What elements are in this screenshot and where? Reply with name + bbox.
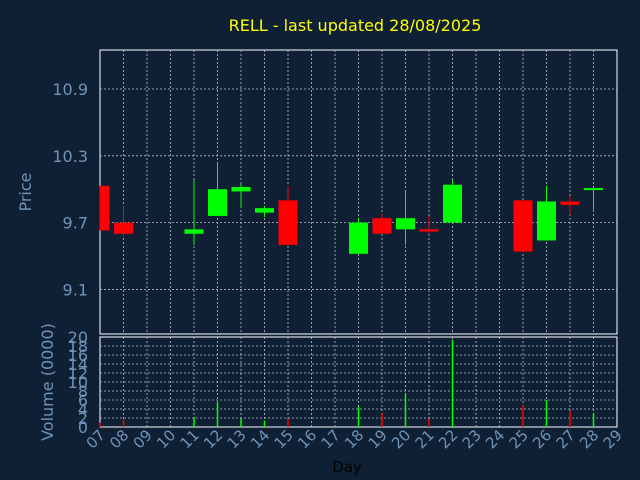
price-tick-label: 9.1 xyxy=(63,280,88,299)
volume-tick-label: 14 xyxy=(68,355,88,374)
chart-title: RELL - last updated 28/08/2025 xyxy=(229,16,482,35)
candle-body xyxy=(100,185,110,231)
candle-body xyxy=(513,200,533,252)
candle-body xyxy=(255,208,274,213)
candle-body xyxy=(443,184,462,223)
candle-body xyxy=(396,218,415,230)
volume-bar xyxy=(99,422,101,427)
candle-body xyxy=(278,200,298,245)
candle-body xyxy=(231,186,251,192)
volume-bar xyxy=(287,418,289,427)
volume-bar xyxy=(522,405,524,427)
volume-tick-label: 16 xyxy=(68,346,88,365)
candle-body xyxy=(184,229,204,234)
volume-bar xyxy=(428,418,430,427)
volume-bar xyxy=(592,413,595,427)
candle-body xyxy=(114,222,133,234)
volume-bar xyxy=(122,419,125,427)
volume-tick-label: 18 xyxy=(68,337,88,356)
volume-axis-label: Volume (0000) xyxy=(38,323,57,441)
volume-tick-label: 4 xyxy=(78,400,88,419)
volume-bar xyxy=(357,406,360,427)
candle-body xyxy=(584,188,603,191)
volume-bar xyxy=(240,418,242,427)
volume-tick-label: 20 xyxy=(68,328,88,347)
volume-bar xyxy=(451,339,454,427)
candle-body xyxy=(208,189,227,216)
candle-body xyxy=(537,201,556,241)
x-axis-label: Day xyxy=(332,458,362,476)
candle-body xyxy=(419,229,439,232)
price-panel: 9.1 9.7 10.3 10.9 xyxy=(52,49,618,335)
candle-body xyxy=(560,201,580,205)
volume-tick-label: 2 xyxy=(78,409,88,428)
volume-tick-label: 12 xyxy=(68,364,88,383)
volume-bar xyxy=(404,394,407,427)
candle-body xyxy=(349,222,368,254)
volume-tick-label: 10 xyxy=(68,373,88,392)
price-tick-label: 10.3 xyxy=(52,147,88,166)
price-tick-label: 10.9 xyxy=(52,80,88,99)
volume-tick-label: 0 xyxy=(78,418,88,437)
volume-tick-label: 8 xyxy=(78,382,88,401)
volume-bar xyxy=(381,413,383,427)
volume-bar xyxy=(545,400,548,427)
price-axis-label: Price xyxy=(16,172,35,211)
volume-tick-label: 6 xyxy=(78,391,88,410)
price-tick-label: 9.7 xyxy=(63,214,88,233)
volume-bar xyxy=(193,417,195,427)
volume-bar xyxy=(263,420,266,427)
candle-body xyxy=(372,218,392,234)
volume-bar xyxy=(569,410,571,427)
volume-bar xyxy=(216,402,219,427)
